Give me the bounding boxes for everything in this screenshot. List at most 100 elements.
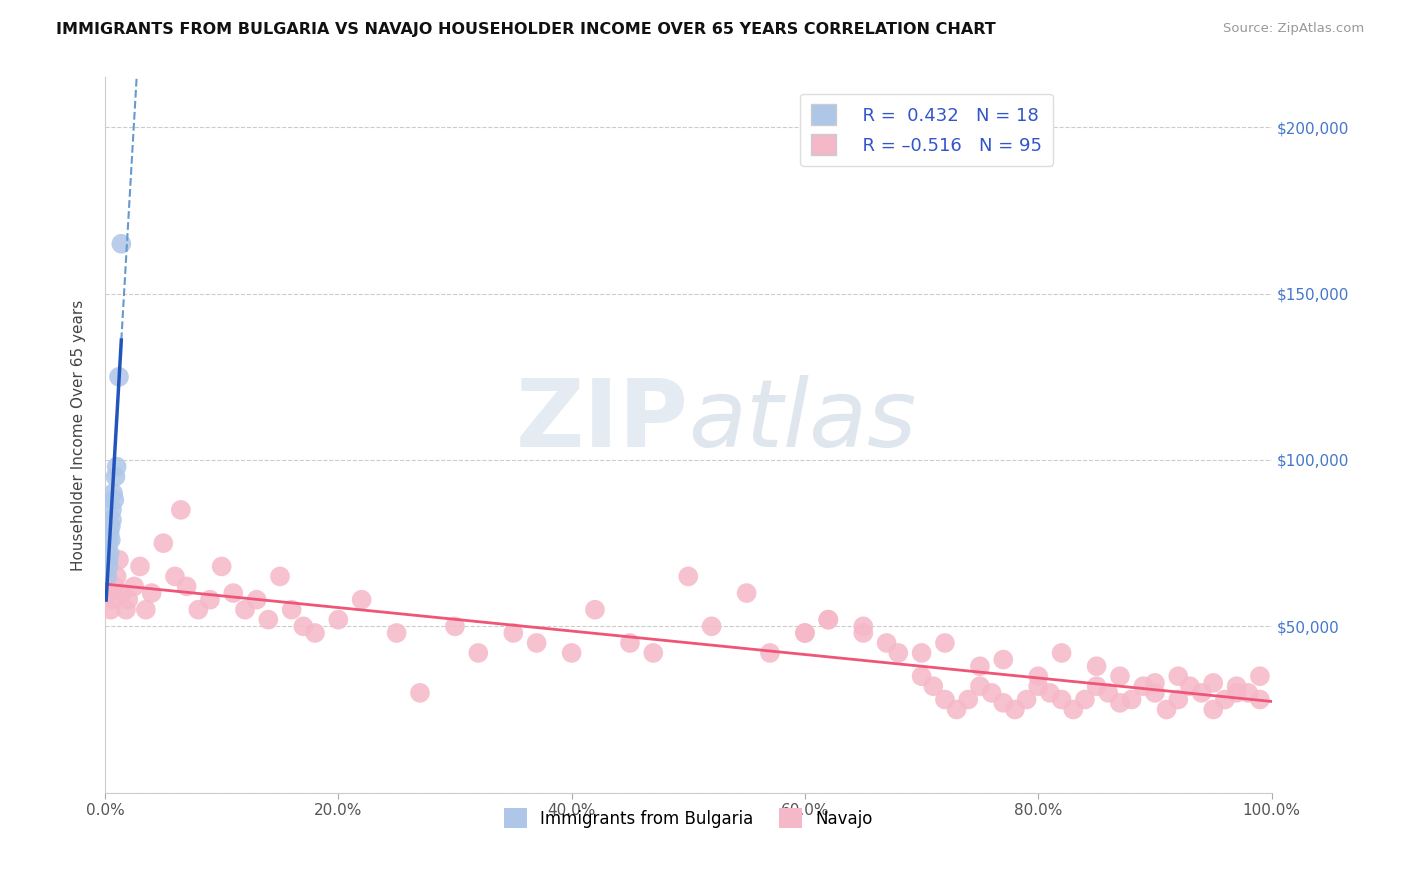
- Point: [1202, 702, 1225, 716]
- Point: [1143, 676, 1166, 690]
- Point: [1202, 676, 1225, 690]
- Point: [101, 503, 124, 517]
- Point: [1132, 679, 1154, 693]
- Text: Source: ZipAtlas.com: Source: ZipAtlas.com: [1223, 22, 1364, 36]
- Point: [105, 459, 128, 474]
- Point: [115, 603, 138, 617]
- Legend: Immigrants from Bulgaria, Navajo: Immigrants from Bulgaria, Navajo: [498, 802, 879, 834]
- Point: [280, 603, 302, 617]
- Point: [794, 626, 817, 640]
- Point: [852, 626, 875, 640]
- Point: [561, 646, 583, 660]
- Point: [993, 696, 1015, 710]
- Point: [678, 569, 700, 583]
- Point: [922, 679, 945, 693]
- Point: [96, 546, 118, 560]
- Point: [910, 669, 932, 683]
- Point: [170, 503, 193, 517]
- Point: [135, 603, 157, 617]
- Point: [502, 626, 524, 640]
- Point: [852, 619, 875, 633]
- Point: [910, 646, 932, 660]
- Point: [292, 619, 315, 633]
- Point: [1156, 702, 1178, 716]
- Point: [1237, 686, 1260, 700]
- Point: [211, 559, 233, 574]
- Point: [122, 579, 145, 593]
- Text: atlas: atlas: [689, 376, 917, 467]
- Point: [105, 569, 128, 583]
- Point: [759, 646, 782, 660]
- Point: [108, 553, 131, 567]
- Point: [876, 636, 898, 650]
- Point: [887, 646, 910, 660]
- Point: [980, 686, 1002, 700]
- Point: [1085, 659, 1108, 673]
- Point: [101, 513, 124, 527]
- Point: [198, 592, 221, 607]
- Point: [1249, 692, 1271, 706]
- Point: [129, 559, 152, 574]
- Point: [467, 646, 489, 660]
- Text: IMMIGRANTS FROM BULGARIA VS NAVAJO HOUSEHOLDER INCOME OVER 65 YEARS CORRELATION : IMMIGRANTS FROM BULGARIA VS NAVAJO HOUSE…: [56, 22, 995, 37]
- Point: [152, 536, 174, 550]
- Point: [385, 626, 408, 640]
- Point: [100, 533, 122, 547]
- Point: [526, 636, 548, 650]
- Point: [1191, 686, 1213, 700]
- Point: [1167, 669, 1189, 683]
- Point: [187, 603, 209, 617]
- Point: [101, 592, 124, 607]
- Point: [1015, 692, 1038, 706]
- Point: [163, 569, 186, 583]
- Point: [934, 692, 956, 706]
- Point: [1039, 686, 1062, 700]
- Point: [304, 626, 326, 640]
- Point: [110, 236, 132, 251]
- Y-axis label: Householder Income Over 65 years: Householder Income Over 65 years: [72, 300, 86, 571]
- Point: [1050, 692, 1073, 706]
- Point: [969, 679, 991, 693]
- Point: [176, 579, 198, 593]
- Point: [108, 369, 131, 384]
- Point: [98, 546, 121, 560]
- Point: [619, 636, 641, 650]
- Point: [141, 586, 163, 600]
- Point: [96, 569, 118, 583]
- Point: [1109, 696, 1132, 710]
- Point: [97, 553, 120, 567]
- Point: [1085, 679, 1108, 693]
- Point: [1026, 669, 1049, 683]
- Point: [111, 586, 134, 600]
- Point: [1074, 692, 1097, 706]
- Point: [98, 526, 121, 541]
- Point: [444, 619, 467, 633]
- Point: [350, 592, 373, 607]
- Point: [257, 613, 280, 627]
- Point: [103, 492, 125, 507]
- Point: [1050, 646, 1073, 660]
- Point: [100, 519, 122, 533]
- Point: [328, 613, 350, 627]
- Point: [1167, 692, 1189, 706]
- Point: [97, 586, 120, 600]
- Point: [1097, 686, 1119, 700]
- Point: [104, 469, 127, 483]
- Point: [735, 586, 758, 600]
- Point: [100, 603, 122, 617]
- Point: [817, 613, 839, 627]
- Point: [1026, 679, 1049, 693]
- Point: [103, 579, 125, 593]
- Point: [1226, 686, 1249, 700]
- Text: ZIP: ZIP: [516, 375, 689, 467]
- Point: [1213, 692, 1236, 706]
- Point: [222, 586, 245, 600]
- Point: [1249, 669, 1271, 683]
- Point: [409, 686, 432, 700]
- Point: [945, 702, 967, 716]
- Point: [993, 652, 1015, 666]
- Point: [1004, 702, 1026, 716]
- Point: [246, 592, 269, 607]
- Point: [97, 559, 120, 574]
- Point: [117, 592, 139, 607]
